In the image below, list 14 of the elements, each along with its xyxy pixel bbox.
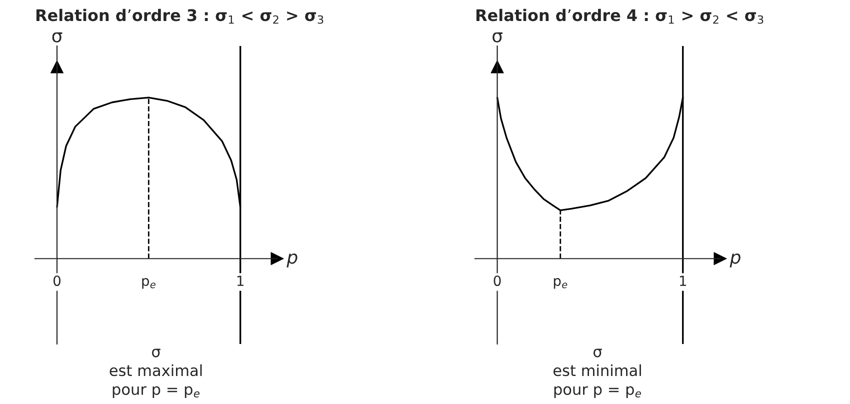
x-tick-label: 1 [680, 276, 686, 286]
x-tick-label: 0 [494, 276, 501, 286]
x-axis-title: p [286, 254, 298, 268]
x-tick-label: p$_{e}$ [554, 278, 568, 289]
text: σ est maximal pour p = p$_{e}$ [110, 348, 202, 398]
chart-title: Relation d’ordre 3 : σ$_{1}$ < σ$_{2}$ > σ$_{3}$ [36, 8, 324, 24]
y-axis-title: σ [52, 32, 62, 42]
x-axis-title: p [730, 254, 740, 268]
y-axis-title: σ [492, 32, 502, 42]
text: σ est minimal pour p = p$_{e}$ [553, 348, 641, 398]
x-tick-label: p$_{e}$ [142, 278, 156, 289]
x-tick-label: 1 [237, 276, 244, 286]
x-tick-label: 0 [53, 276, 60, 286]
chart-title: Relation d’ordre 4 : σ$_{1}$ > σ$_{2}$ < σ$_{3}$ [476, 8, 764, 24]
